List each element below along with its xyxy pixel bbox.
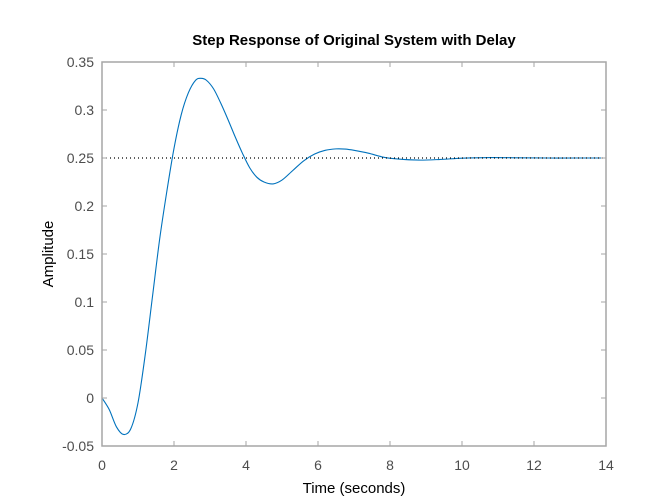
step-response-line[interactable]: [101, 77, 606, 436]
y-tick-label: 0.2: [75, 198, 95, 214]
x-tick-label: 2: [170, 457, 178, 473]
x-tick-label: 6: [314, 457, 322, 473]
series-layer: [101, 77, 606, 436]
y-tick-label: 0: [86, 390, 94, 406]
x-tick-labels: 0 2 4 6 8 10 12 14: [98, 457, 614, 473]
x-tick-label: 4: [242, 457, 250, 473]
x-tick-label: 12: [526, 457, 542, 473]
plot-area[interactable]: [102, 62, 606, 446]
y-axis-label: Amplitude: [40, 221, 57, 288]
axes-box: [101, 61, 607, 447]
y-tick-label: -0.05: [62, 438, 94, 454]
y-tick-label: 0.25: [67, 150, 94, 166]
x-tick-label: 0: [98, 457, 106, 473]
y-tick-label: 0.15: [67, 246, 94, 262]
chart-title: Step Response of Original System with De…: [192, 32, 516, 49]
y-tick-label: 0.1: [75, 294, 95, 310]
x-tick-label: 10: [454, 457, 470, 473]
x-tick-label: 14: [598, 457, 614, 473]
y-tick-labels: -0.05 0 0.05 0.1 0.15 0.2 0.25 0.3 0.35: [62, 54, 94, 454]
x-axis-label: Time (seconds): [303, 480, 406, 497]
y-tick-label: 0.05: [67, 342, 94, 358]
y-tick-label: 0.35: [67, 54, 94, 70]
x-tick-label: 8: [386, 457, 394, 473]
y-tick-label: 0.3: [75, 102, 95, 118]
